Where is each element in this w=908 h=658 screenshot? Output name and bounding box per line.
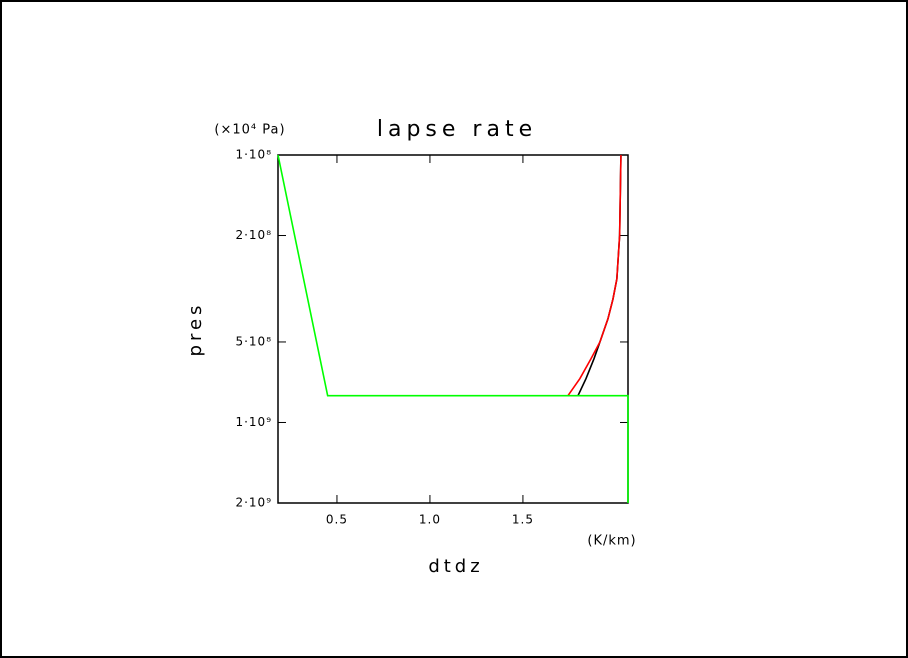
plot-frame: [277, 154, 629, 504]
y-tick-label: 2·10⁹: [235, 496, 272, 510]
x-unit: (K/km): [587, 534, 636, 549]
x-axis-label: dtdz: [428, 556, 483, 577]
y-tick-label: 2·10⁸: [235, 228, 272, 242]
chart-title: lapse rate: [377, 117, 537, 142]
x-tick-label: 1.5: [512, 513, 534, 527]
y-unit: (×10⁴ Pa): [214, 123, 285, 138]
y-tick-label: 1·10⁸: [235, 148, 272, 162]
y-tick-label: 5·10⁸: [235, 334, 272, 348]
x-tick-label: 1.0: [419, 513, 441, 527]
series-line: [277, 154, 629, 503]
series-line: [567, 154, 622, 397]
y-tick-label: 1·10⁹: [235, 415, 272, 429]
x-tick-label: 0.5: [326, 513, 348, 527]
y-axis-label: pres: [185, 302, 206, 357]
